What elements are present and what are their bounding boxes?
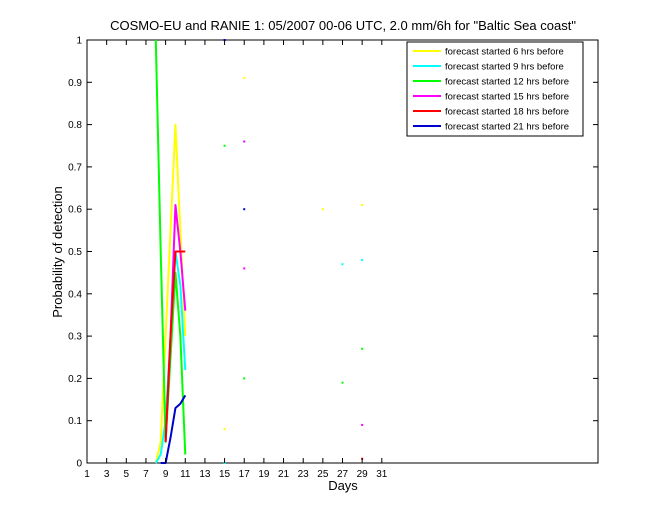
x-axis-ticks: 1 3 5 7 9 11 13 15 17 19 21 23 25 27 29 31 bbox=[84, 40, 388, 480]
legend: forecast started 6 hrs before forecast st… bbox=[406, 41, 584, 137]
legend-label: forecast started 15 hrs before bbox=[445, 92, 569, 103]
legend-label: forecast started 21 hrs before bbox=[445, 122, 569, 133]
data-point bbox=[361, 423, 364, 426]
data-point bbox=[361, 203, 364, 206]
y-tick-label: 1 bbox=[76, 36, 82, 47]
x-tick-label: 25 bbox=[317, 469, 329, 480]
series-line bbox=[160, 394, 187, 464]
data-point bbox=[243, 140, 246, 143]
x-tick-label: 3 bbox=[104, 469, 110, 480]
x-tick-label: 31 bbox=[376, 469, 388, 480]
data-point bbox=[341, 381, 344, 384]
x-axis-label: Days bbox=[328, 478, 358, 493]
legend-label: forecast started 12 hrs before bbox=[445, 77, 569, 88]
data-point bbox=[243, 77, 246, 80]
y-tick-label: 0.8 bbox=[68, 120, 82, 131]
x-tick-label: 23 bbox=[298, 469, 310, 480]
x-tick-label: 29 bbox=[357, 469, 369, 480]
y-axis-label: Probability of detection bbox=[50, 186, 65, 318]
series-layer bbox=[154, 39, 364, 464]
y-tick-label: 0.4 bbox=[68, 289, 82, 300]
series-line bbox=[154, 123, 187, 464]
data-point bbox=[243, 208, 246, 211]
data-point bbox=[361, 258, 364, 261]
legend-label: forecast started 18 hrs before bbox=[445, 107, 569, 118]
x-tick-label: 27 bbox=[337, 469, 349, 480]
y-axis-ticks: 0 0.1 0.2 0.3 0.4 0.5 0.6 0.7 0.8 0.9 1 bbox=[68, 36, 598, 470]
y-tick-label: 0.3 bbox=[68, 332, 82, 343]
y-tick-label: 0.6 bbox=[68, 205, 82, 216]
data-point bbox=[341, 263, 344, 266]
x-tick-label: 9 bbox=[163, 469, 169, 480]
y-tick-label: 0.5 bbox=[68, 247, 82, 258]
series-line bbox=[164, 250, 186, 442]
y-tick-label: 0.9 bbox=[68, 78, 82, 89]
legend-label: forecast started 6 hrs before bbox=[445, 47, 564, 58]
legend-label: forecast started 9 hrs before bbox=[445, 62, 564, 73]
y-tick-label: 0.2 bbox=[68, 374, 82, 385]
x-tick-label: 17 bbox=[239, 469, 251, 480]
chart-title: COSMO-EU and RANIE 1: 05/2007 00-06 UTC,… bbox=[110, 18, 576, 33]
data-point bbox=[243, 267, 246, 270]
y-tick-label: 0.1 bbox=[68, 416, 82, 427]
series-1 bbox=[154, 77, 364, 464]
y-tick-label: 0 bbox=[76, 459, 82, 470]
data-point bbox=[243, 377, 246, 380]
data-point bbox=[321, 208, 324, 211]
data-point bbox=[361, 347, 364, 350]
x-tick-label: 7 bbox=[143, 469, 149, 480]
x-tick-label: 11 bbox=[180, 469, 191, 480]
data-point bbox=[223, 144, 226, 147]
x-tick-label: 15 bbox=[219, 469, 231, 480]
x-tick-label: 21 bbox=[278, 469, 290, 480]
x-tick-label: 5 bbox=[124, 469, 130, 480]
x-tick-label: 19 bbox=[258, 469, 270, 480]
x-tick-label: 1 bbox=[84, 469, 90, 480]
data-point bbox=[223, 428, 226, 431]
y-tick-label: 0.7 bbox=[68, 162, 82, 173]
x-tick-label: 13 bbox=[199, 469, 211, 480]
legend-box bbox=[406, 41, 584, 137]
